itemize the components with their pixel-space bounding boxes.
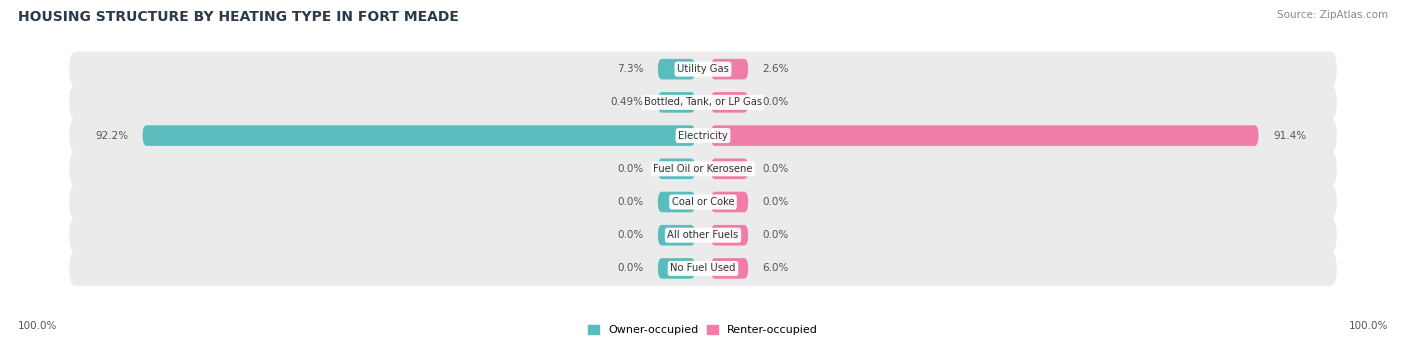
Text: Bottled, Tank, or LP Gas: Bottled, Tank, or LP Gas [644,98,762,107]
Text: 6.0%: 6.0% [762,264,789,273]
Text: All other Fuels: All other Fuels [668,230,738,240]
Text: 91.4%: 91.4% [1272,131,1306,140]
FancyBboxPatch shape [69,251,1337,286]
FancyBboxPatch shape [658,258,695,279]
Text: 0.0%: 0.0% [617,197,644,207]
Text: No Fuel Used: No Fuel Used [671,264,735,273]
Text: 0.0%: 0.0% [762,197,789,207]
FancyBboxPatch shape [69,151,1337,186]
FancyBboxPatch shape [711,159,748,179]
FancyBboxPatch shape [69,218,1337,253]
Text: Fuel Oil or Kerosene: Fuel Oil or Kerosene [654,164,752,174]
Text: Coal or Coke: Coal or Coke [672,197,734,207]
Text: Utility Gas: Utility Gas [678,64,728,74]
Text: 100.0%: 100.0% [18,321,58,331]
Text: 0.49%: 0.49% [610,98,644,107]
FancyBboxPatch shape [69,85,1337,120]
Text: 0.0%: 0.0% [617,264,644,273]
FancyBboxPatch shape [658,225,695,246]
Text: 0.0%: 0.0% [762,98,789,107]
Text: 100.0%: 100.0% [1348,321,1388,331]
FancyBboxPatch shape [711,225,748,246]
Legend: Owner-occupied, Renter-occupied: Owner-occupied, Renter-occupied [588,325,818,336]
Text: HOUSING STRUCTURE BY HEATING TYPE IN FORT MEADE: HOUSING STRUCTURE BY HEATING TYPE IN FOR… [18,10,460,24]
FancyBboxPatch shape [658,59,695,79]
FancyBboxPatch shape [658,159,695,179]
FancyBboxPatch shape [711,59,748,79]
Text: 0.0%: 0.0% [762,230,789,240]
Text: 0.0%: 0.0% [617,164,644,174]
FancyBboxPatch shape [711,125,1258,146]
FancyBboxPatch shape [69,184,1337,220]
Text: 0.0%: 0.0% [762,164,789,174]
Text: Source: ZipAtlas.com: Source: ZipAtlas.com [1277,10,1388,20]
Text: 0.0%: 0.0% [617,230,644,240]
FancyBboxPatch shape [711,92,748,113]
FancyBboxPatch shape [658,92,695,113]
FancyBboxPatch shape [69,118,1337,153]
Text: 7.3%: 7.3% [617,64,644,74]
Text: 92.2%: 92.2% [96,131,128,140]
FancyBboxPatch shape [711,192,748,212]
Text: 2.6%: 2.6% [762,64,789,74]
FancyBboxPatch shape [711,258,748,279]
FancyBboxPatch shape [142,125,695,146]
FancyBboxPatch shape [69,51,1337,87]
Text: Electricity: Electricity [678,131,728,140]
FancyBboxPatch shape [658,192,695,212]
